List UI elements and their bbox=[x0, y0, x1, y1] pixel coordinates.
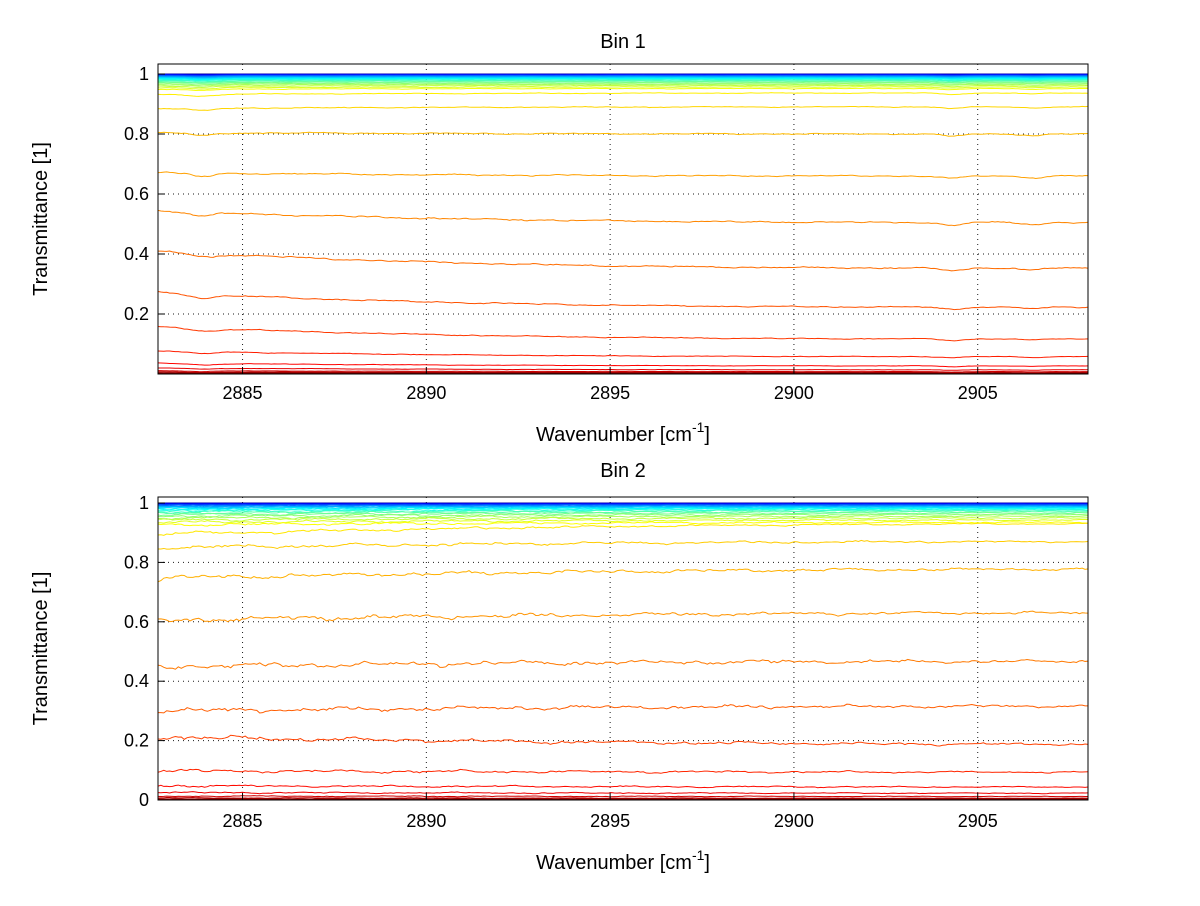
y-tick-label: 0.4 bbox=[124, 244, 149, 264]
x-tick-label: 2895 bbox=[590, 811, 630, 831]
spectrum-line bbox=[158, 523, 1088, 535]
x-tick-label: 2885 bbox=[223, 383, 263, 403]
spectrum-line bbox=[158, 659, 1088, 669]
axes-box bbox=[158, 497, 1088, 800]
y-tick-label: 1 bbox=[139, 64, 149, 84]
y-tick-label: 1 bbox=[139, 493, 149, 513]
spectrum-line bbox=[158, 785, 1088, 788]
spectrum-line bbox=[158, 368, 1088, 370]
plot-title: Bin 1 bbox=[600, 31, 646, 53]
axes-bin1: 2885 2890 2895 2900 2905 0.2 0.4 0.6 0.8 1 Bin 1 Wa… bbox=[30, 31, 1088, 446]
spectrum-line bbox=[158, 88, 1088, 90]
spectrum-line bbox=[158, 327, 1088, 341]
x-tick-label: 2900 bbox=[774, 383, 814, 403]
x-tick-label: 2905 bbox=[958, 383, 998, 403]
y-axis-label: Transmittance [1] bbox=[30, 572, 52, 726]
plot-title: Bin 2 bbox=[600, 460, 646, 482]
x-tick-label: 2890 bbox=[406, 811, 446, 831]
y-tick-label: 0.8 bbox=[124, 552, 149, 572]
y-tick-label: 0.2 bbox=[124, 304, 149, 324]
x-tick-label: 2895 bbox=[590, 383, 630, 403]
spectrum-line bbox=[158, 540, 1088, 549]
spectra-lines bbox=[158, 74, 1088, 374]
spectrum-line bbox=[158, 611, 1088, 622]
grid bbox=[158, 497, 1088, 800]
spectra-lines bbox=[158, 503, 1088, 800]
x-axis-label: Wavenumber [cm-1] bbox=[536, 847, 710, 874]
x-axis-label: Wavenumber [cm-1] bbox=[536, 419, 710, 446]
y-tick-label: 0.8 bbox=[124, 124, 149, 144]
spectrum-line bbox=[158, 363, 1088, 367]
y-tick-label: 0.4 bbox=[124, 671, 149, 691]
spectrum-line bbox=[158, 704, 1088, 713]
spectrum-line bbox=[158, 568, 1088, 582]
x-tick-label: 2900 bbox=[774, 811, 814, 831]
y-axis-label: Transmittance [1] bbox=[30, 142, 52, 296]
y-tick-label: 0.2 bbox=[124, 731, 149, 751]
y-tick-label: 0.6 bbox=[124, 612, 149, 632]
y-tick-label: 0 bbox=[139, 790, 149, 810]
spectrum-line bbox=[158, 106, 1088, 110]
y-tick-label: 0.6 bbox=[124, 184, 149, 204]
spectrum-line bbox=[158, 172, 1088, 179]
spectrum-line bbox=[158, 796, 1088, 797]
x-tick-label: 2905 bbox=[958, 811, 998, 831]
grid bbox=[158, 64, 1088, 374]
spectrum-line bbox=[158, 93, 1088, 97]
axes-box bbox=[158, 64, 1088, 374]
x-tick-label: 2890 bbox=[406, 383, 446, 403]
spectrum-line bbox=[158, 769, 1088, 773]
axes-bin2: 2885 2890 2895 2900 2905 0 0.2 0.4 0.6 0.8 1 Bin 2 W… bbox=[30, 460, 1088, 874]
spectrum-line bbox=[158, 292, 1088, 310]
spectrum-line bbox=[158, 792, 1088, 794]
spectrum-line bbox=[158, 210, 1088, 225]
x-tick-label: 2885 bbox=[223, 811, 263, 831]
spectrum-line bbox=[158, 351, 1088, 358]
